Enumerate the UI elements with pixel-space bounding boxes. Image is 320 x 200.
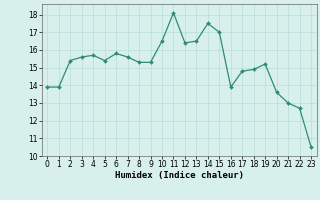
X-axis label: Humidex (Indice chaleur): Humidex (Indice chaleur) [115, 171, 244, 180]
